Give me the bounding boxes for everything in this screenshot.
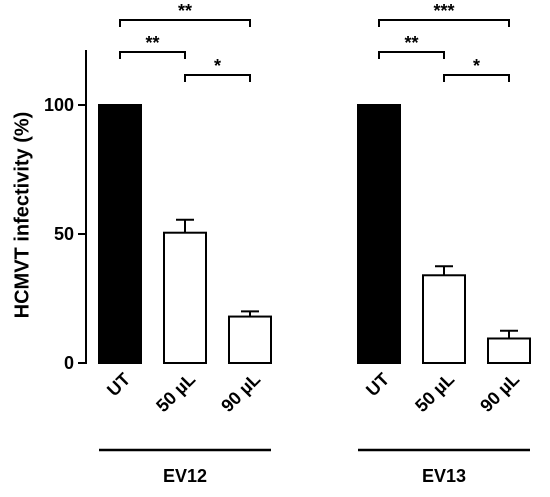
x-category-label: 90 µL (476, 369, 523, 416)
significance-label: ** (145, 33, 159, 53)
bar (163, 231, 207, 364)
bar (487, 337, 531, 364)
group-label: EV13 (422, 466, 466, 486)
significance-label: * (214, 56, 221, 76)
y-tick-label: 100 (44, 95, 74, 115)
x-category-label: 50 µL (152, 369, 199, 416)
x-category-label: 90 µL (217, 369, 264, 416)
significance-bracket (184, 74, 251, 82)
x-category-label: 50 µL (411, 369, 458, 416)
significance-label: ** (178, 1, 192, 21)
bar (357, 104, 401, 364)
significance-label: *** (433, 1, 454, 21)
y-tick-label: 50 (54, 224, 74, 244)
x-category-label: UT (362, 369, 393, 400)
bar (422, 274, 466, 364)
group-label: EV12 (163, 466, 207, 486)
significance-bracket (378, 19, 510, 27)
bar (98, 104, 142, 364)
x-category-label: UT (103, 369, 134, 400)
bar (228, 315, 272, 364)
significance-bracket (119, 19, 251, 27)
significance-label: * (473, 56, 480, 76)
y-axis-title: HCMVT infectivity (%) (11, 112, 33, 319)
significance-bracket (378, 51, 445, 59)
y-tick-label: 0 (64, 353, 74, 373)
significance-label: ** (404, 33, 418, 53)
significance-bracket (119, 51, 186, 59)
significance-bracket (443, 74, 510, 82)
